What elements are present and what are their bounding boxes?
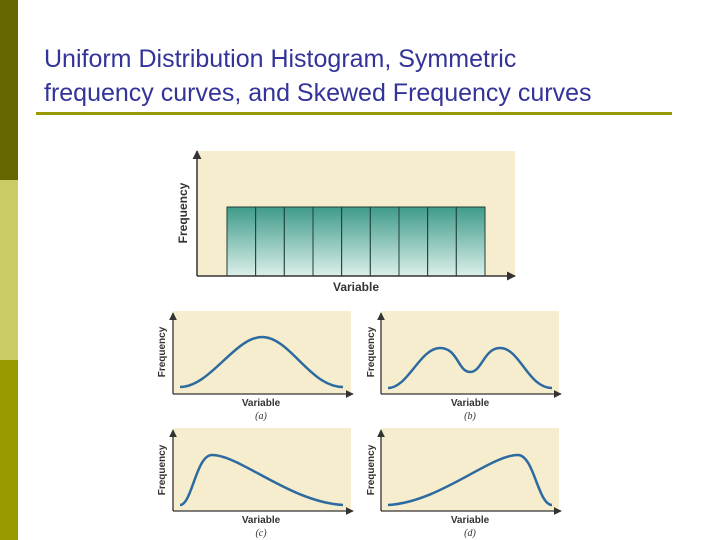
histogram-bar bbox=[398, 206, 429, 277]
panel-b-curve bbox=[387, 346, 553, 390]
panel-c-x-label: Variable bbox=[242, 515, 281, 526]
histogram-y-label: Frequency bbox=[176, 182, 190, 243]
histogram-bar bbox=[255, 206, 285, 277]
panel-c-background bbox=[173, 428, 351, 511]
side-band-middle bbox=[0, 180, 18, 360]
slide-title: Uniform Distribution Histogram, Symmetri… bbox=[44, 42, 684, 110]
histogram-bar bbox=[312, 206, 343, 277]
slide-title-line-2: frequency curves, and Skewed Frequency c… bbox=[44, 79, 592, 107]
panel-a-y-label: Frequency bbox=[157, 326, 168, 377]
panel-a-caption: (a) bbox=[255, 411, 267, 422]
histogram-bar bbox=[369, 206, 400, 277]
panel-c-right-skewed: Variable (c) Frequency bbox=[157, 428, 354, 539]
histogram-bar bbox=[283, 206, 314, 277]
panel-c-caption: (c) bbox=[255, 528, 267, 539]
panel-d-x-label: Variable bbox=[451, 515, 490, 526]
histogram-panel: Variable Frequency bbox=[176, 150, 516, 294]
histogram-bars bbox=[226, 206, 486, 277]
panel-d-y-label: Frequency bbox=[366, 444, 377, 495]
side-band-bottom bbox=[0, 360, 18, 540]
histogram-bar bbox=[226, 206, 257, 277]
panel-d-background bbox=[381, 428, 559, 511]
panel-d-curve bbox=[387, 453, 553, 507]
panel-b-background bbox=[381, 311, 559, 394]
panel-b-x-label: Variable bbox=[451, 398, 490, 409]
title-underline bbox=[36, 112, 672, 115]
slide-title-line-1: Uniform Distribution Histogram, Symmetri… bbox=[44, 45, 517, 73]
panel-b-caption: (b) bbox=[464, 411, 476, 422]
panel-c-curve bbox=[179, 453, 344, 507]
panel-a-symmetric: Variable (a) Frequency bbox=[157, 311, 354, 422]
panel-a-curve bbox=[179, 335, 344, 389]
side-band-top bbox=[0, 0, 18, 180]
panel-b-y-label: Frequency bbox=[366, 326, 377, 377]
histogram-bar bbox=[427, 206, 457, 277]
histogram-bar bbox=[341, 206, 371, 277]
panel-b-bimodal: Variable (b) Frequency bbox=[366, 311, 562, 422]
panel-a-x-label: Variable bbox=[242, 398, 281, 409]
panel-d-caption: (d) bbox=[464, 528, 476, 539]
histogram-x-label: Variable bbox=[333, 280, 379, 294]
panel-c-y-label: Frequency bbox=[157, 444, 168, 495]
panel-d-left-skewed: Variable (d) Frequency bbox=[366, 428, 562, 539]
histogram-bar bbox=[455, 206, 486, 277]
